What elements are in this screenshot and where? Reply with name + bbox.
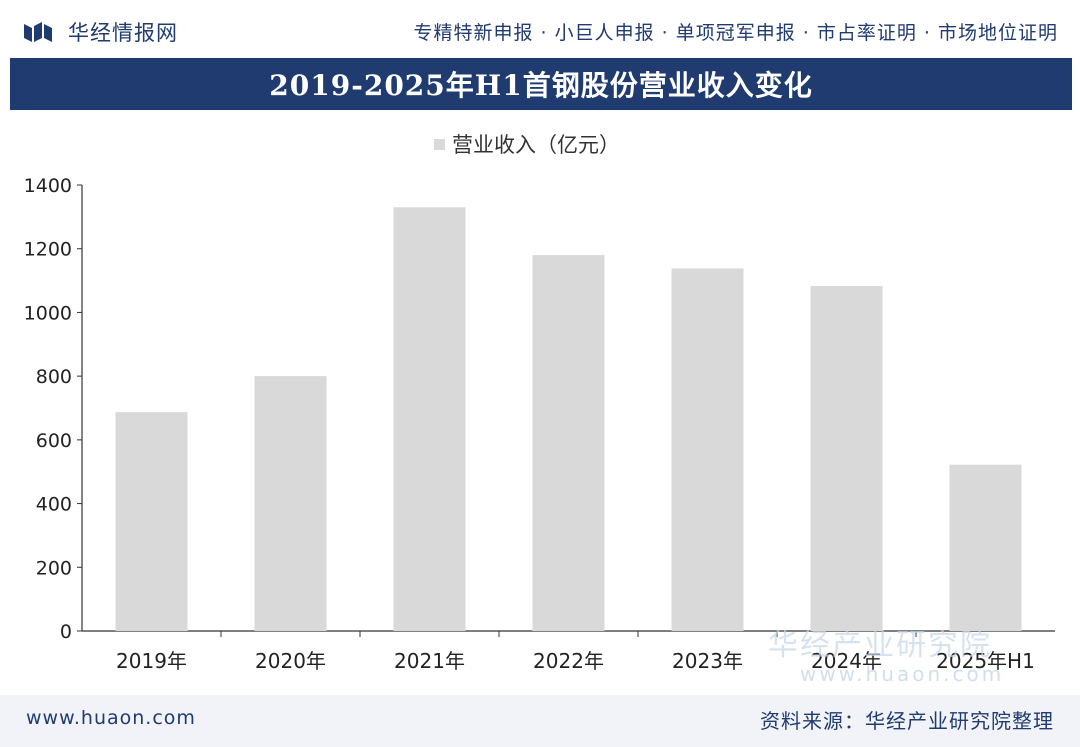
- bar: [254, 376, 327, 631]
- x-tick-label: 2021年: [394, 649, 465, 673]
- y-tick-label: 800: [36, 366, 72, 388]
- x-tick-label: 2022年: [533, 649, 604, 673]
- bar: [671, 268, 744, 631]
- x-tick-label: 2025年H1: [936, 649, 1035, 673]
- watermark-brand: 华经产业研究院: [768, 628, 992, 663]
- x-tick-label: 2023年: [672, 649, 743, 673]
- x-tick-label: 2019年: [116, 649, 187, 673]
- chart-area: 营业收入（亿元） 0 200 400 600 800 1000 1200 1400 2019年 20…: [10, 110, 1072, 694]
- y-tick-label: 600: [36, 430, 72, 452]
- x-tick-label: 2020年: [255, 649, 326, 673]
- footer-url[interactable]: www.huaon.com: [26, 707, 196, 729]
- footer: www.huaon.com 资料来源：华经产业研究院整理: [0, 695, 1080, 747]
- bar-chart: 营业收入（亿元） 0 200 400 600 800 1000 1200 1400 2019年 20…: [24, 133, 1055, 673]
- y-tick-label: 1200: [24, 239, 72, 261]
- watermark-url: www.huaon.com: [800, 662, 1005, 686]
- header: 华经情报网 专精特新申报 · 小巨人申报 · 单项冠军申报 · 市占率证明 · …: [0, 0, 1080, 58]
- brand-logo[interactable]: 华经情报网: [22, 18, 178, 46]
- y-tick-label: 0: [60, 621, 72, 643]
- source-note: 资料来源：华经产业研究院整理: [760, 709, 1054, 733]
- logo-icon: [24, 22, 52, 42]
- y-tick-label: 200: [36, 557, 72, 579]
- legend-label: 营业收入（亿元）: [452, 133, 620, 157]
- bar: [532, 255, 605, 632]
- y-tick-label: 1000: [24, 302, 72, 324]
- bar: [810, 285, 883, 631]
- y-tick-label: 400: [36, 494, 72, 516]
- bar: [115, 412, 188, 631]
- x-tick-label: 2024年: [811, 649, 882, 673]
- y-tick-label: 1400: [24, 175, 72, 197]
- bar: [393, 207, 466, 632]
- services-list: 专精特新申报 · 小巨人申报 · 单项冠军申报 · 市占率证明 · 市场地位证明: [413, 22, 1058, 44]
- bar: [949, 464, 1022, 631]
- brand-name: 华经情报网: [68, 21, 178, 45]
- title-bar: 2019-2025年H1首钢股份营业收入变化: [10, 58, 1072, 110]
- chart-title: 2019-2025年H1首钢股份营业收入变化: [269, 69, 813, 102]
- legend-swatch: [434, 139, 445, 150]
